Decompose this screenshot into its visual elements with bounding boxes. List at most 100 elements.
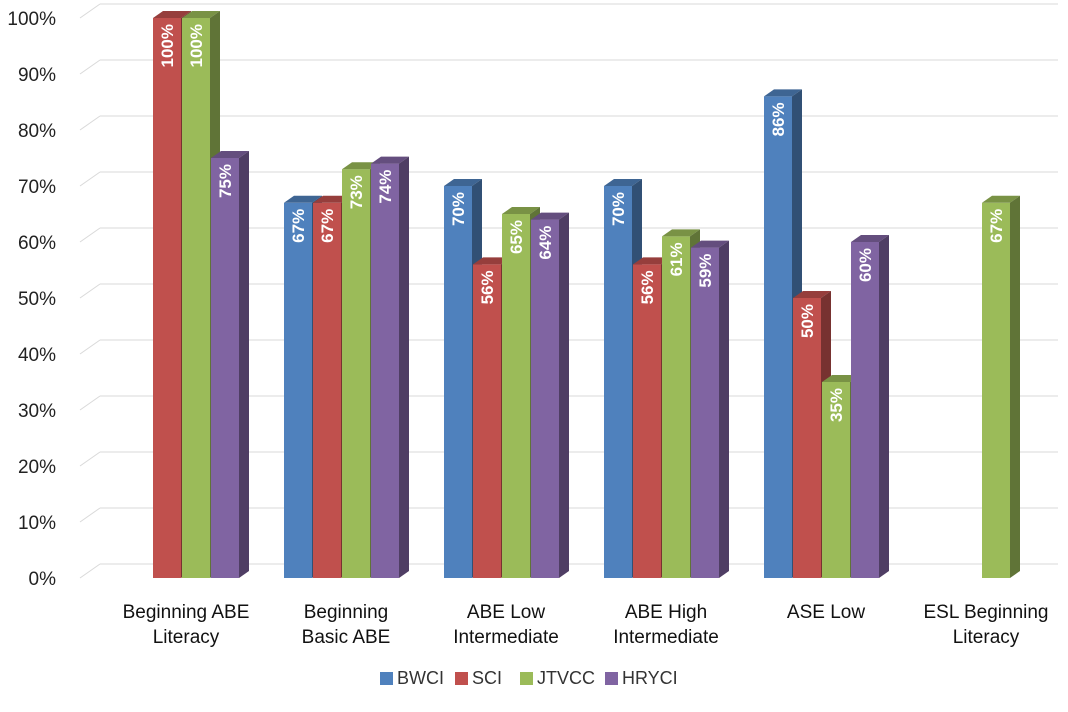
- bar-front: [342, 169, 370, 578]
- gridline-slant: [79, 507, 101, 523]
- bar-front: [284, 202, 312, 579]
- bar: [982, 195, 1020, 579]
- bar-top: [793, 291, 831, 298]
- data-label: 75%: [216, 164, 235, 198]
- bar: [531, 212, 569, 578]
- data-label: 100%: [158, 24, 177, 67]
- legend-label: BWCI: [397, 668, 444, 688]
- bar-top: [822, 375, 860, 382]
- gridline-slant: [79, 395, 101, 411]
- x-category-label: Intermediate: [453, 627, 559, 648]
- bar: [851, 235, 889, 578]
- legend: BWCI SCI JTVCC HRYCI: [380, 668, 678, 688]
- bar-top: [211, 151, 249, 158]
- data-label: 56%: [638, 270, 657, 304]
- x-category-label: Intermediate: [613, 627, 719, 648]
- legend-label: JTVCC: [537, 668, 595, 688]
- bar-top: [153, 11, 191, 18]
- gridline-slant: [79, 171, 101, 187]
- bar-front: [691, 247, 719, 578]
- bar: [691, 240, 729, 578]
- bar-front: [982, 202, 1010, 579]
- bar-front: [371, 163, 399, 578]
- bar-front: [531, 219, 559, 578]
- gridline-slant: [79, 59, 101, 75]
- bar-top: [691, 240, 729, 248]
- y-tick-label: 70%: [18, 177, 56, 198]
- data-label: 35%: [827, 388, 846, 422]
- data-label: 61%: [667, 242, 686, 276]
- legend-label: HRYCI: [622, 668, 678, 688]
- bar-top: [662, 229, 700, 237]
- data-label: 65%: [507, 220, 526, 254]
- y-tick-label: 0%: [29, 569, 57, 590]
- bar-front: [182, 18, 210, 578]
- bar-front: [444, 186, 472, 578]
- legend-swatch: [520, 672, 533, 685]
- x-category-label: Basic ABE: [302, 627, 391, 648]
- x-category-label: ESL Beginning: [923, 602, 1048, 623]
- bar-top: [182, 11, 220, 18]
- legend-item: HRYCI: [605, 668, 678, 688]
- data-label: 70%: [449, 192, 468, 226]
- bar-top: [313, 195, 351, 203]
- bar-top: [342, 162, 380, 170]
- y-tick-label: 20%: [18, 457, 56, 478]
- bar-top: [764, 89, 802, 97]
- gridline-slant: [79, 563, 101, 579]
- bar-front: [604, 186, 632, 578]
- legend-swatch: [455, 672, 468, 685]
- gridline-slant: [79, 339, 101, 355]
- y-axis-ticks: 0% 10% 20% 30% 40% 50% 60% 70% 80% 90% 100%: [7, 9, 56, 590]
- data-label: 73%: [347, 175, 366, 209]
- y-tick-label: 60%: [18, 233, 56, 254]
- data-label: 67%: [289, 209, 308, 243]
- legend-item: SCI: [455, 668, 502, 688]
- bar-top: [444, 179, 482, 186]
- bar-side: [1010, 195, 1020, 579]
- legend-item: JTVCC: [520, 668, 595, 688]
- legend-swatch: [605, 672, 618, 685]
- x-category-label: Literacy: [153, 627, 220, 648]
- x-category-label: Beginning: [304, 602, 389, 623]
- data-label: 60%: [856, 248, 875, 282]
- data-label: 67%: [318, 209, 337, 243]
- bar-top: [473, 257, 511, 265]
- x-category-label: Beginning ABE: [123, 602, 250, 623]
- bar-side: [879, 235, 889, 578]
- y-tick-label: 10%: [18, 513, 56, 534]
- bar-top: [371, 156, 409, 164]
- bar-front: [313, 202, 341, 579]
- bar-front: [473, 264, 501, 578]
- y-tick-label: 50%: [18, 289, 56, 310]
- bar: [371, 156, 409, 578]
- gridline-slant: [79, 451, 101, 467]
- data-label: 70%: [609, 192, 628, 226]
- data-label: 64%: [536, 226, 555, 260]
- bar-front: [211, 158, 239, 578]
- x-category-label: Literacy: [953, 627, 1020, 648]
- bar-side: [239, 151, 249, 578]
- bar-front: [764, 96, 792, 579]
- gridline-slant: [79, 115, 101, 131]
- x-axis-categories: Beginning ABE Literacy Beginning Basic ABE A…: [123, 602, 1049, 648]
- bar-front: [851, 242, 879, 578]
- bar-top: [284, 195, 322, 203]
- data-label: 86%: [769, 102, 788, 136]
- bar: [211, 151, 249, 578]
- bar-top: [502, 207, 540, 214]
- bar-front: [793, 298, 821, 578]
- bar-front: [633, 264, 661, 578]
- legend-item: BWCI: [380, 668, 444, 688]
- bar-top: [982, 195, 1020, 203]
- gridlines: [79, 3, 1058, 579]
- bar-top: [633, 257, 671, 265]
- data-labels: 100% 100% 75% 67% 67% 73% 74% 70% 56% 65% 64% 70% 56…: [158, 24, 1006, 422]
- gridline-slant: [79, 283, 101, 299]
- data-label: 74%: [376, 170, 395, 204]
- y-tick-label: 40%: [18, 345, 56, 366]
- data-label: 56%: [478, 270, 497, 304]
- legend-swatch: [380, 672, 393, 685]
